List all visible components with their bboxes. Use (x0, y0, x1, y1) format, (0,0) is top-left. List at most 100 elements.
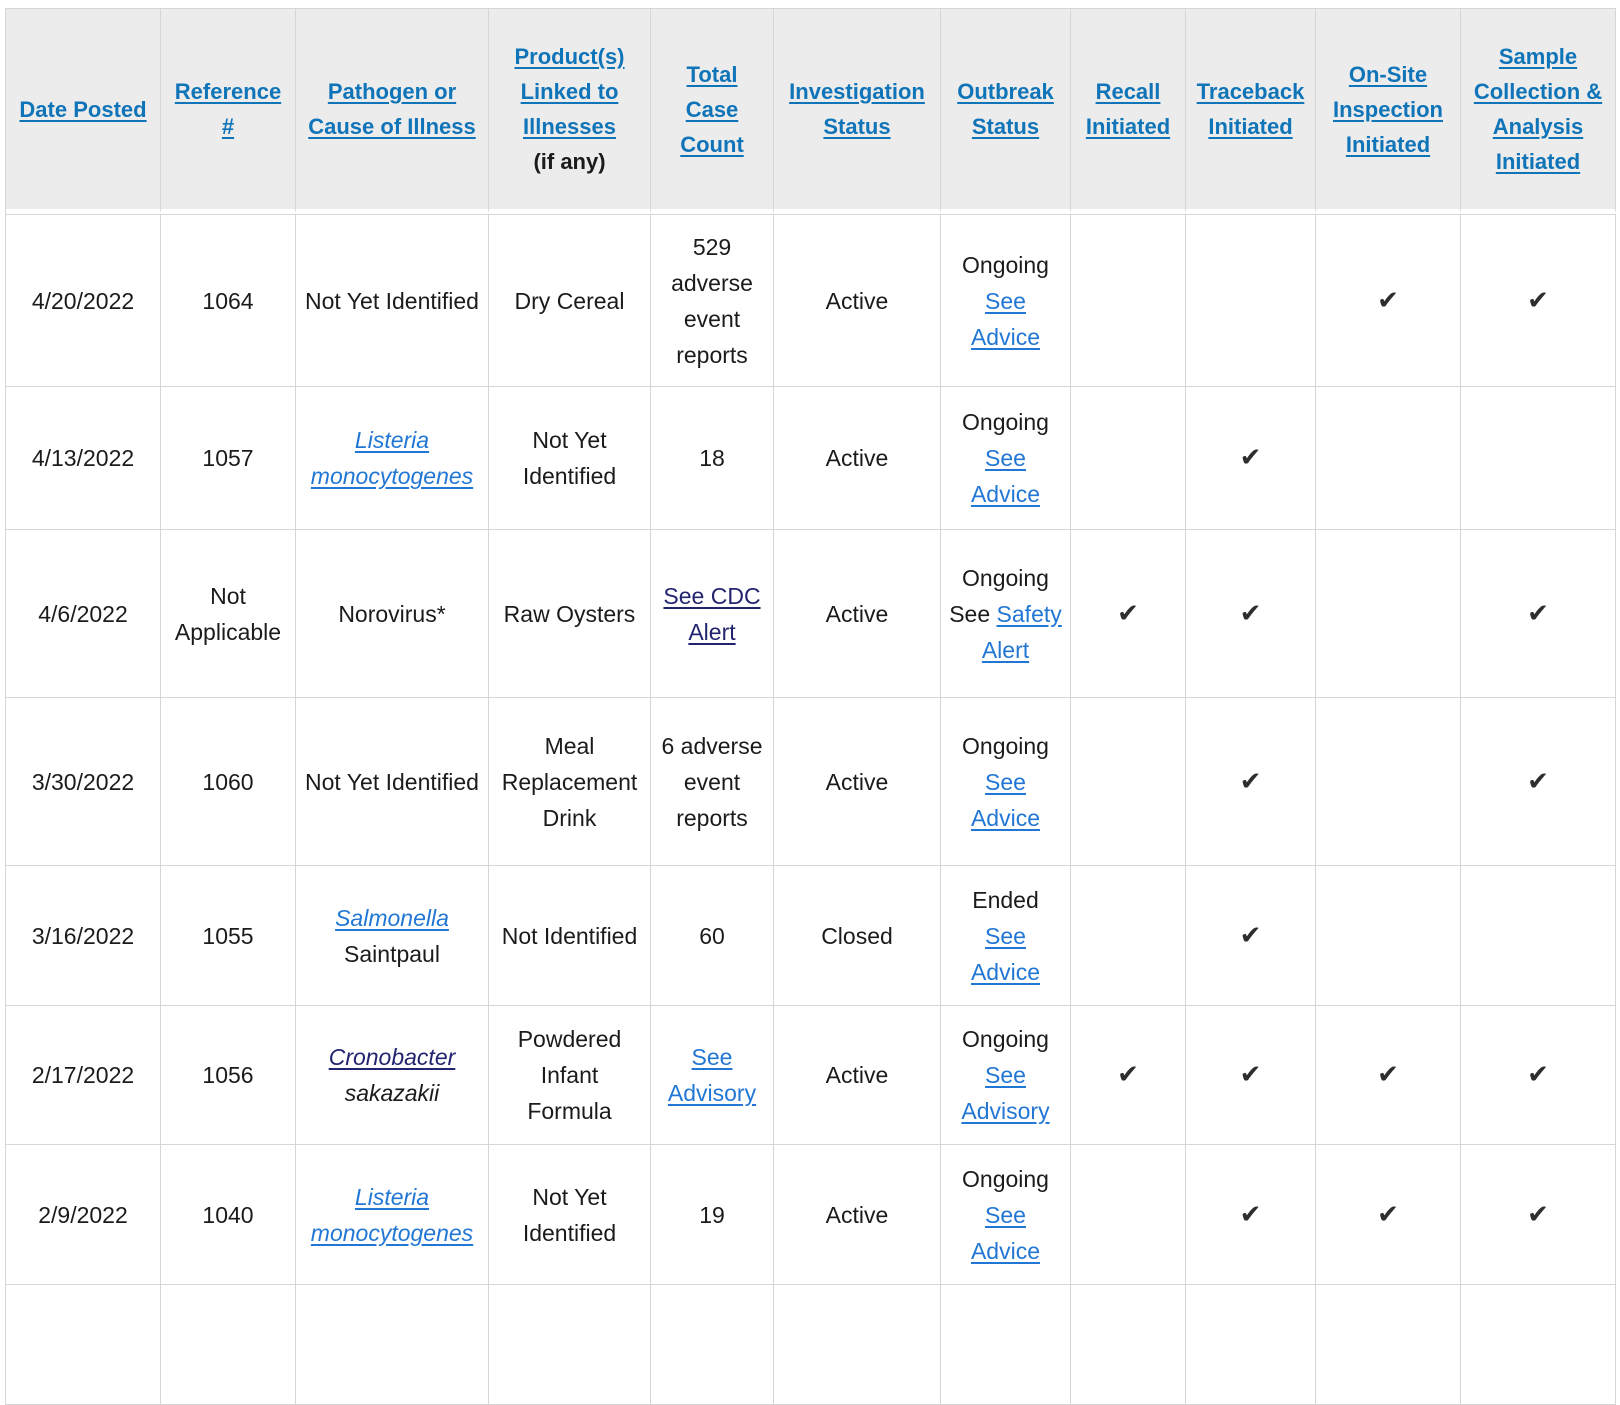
column-sort-link-inspection[interactable]: On-Site Inspection Initiated (1332, 61, 1443, 157)
column-header-suffix: (if any) (533, 149, 606, 174)
cell-link[interactable]: Salmonella (335, 904, 449, 931)
cell-reference: 1060 (161, 698, 296, 866)
cell-inspection (1316, 698, 1461, 866)
column-header-traceback: Traceback Initiated (1186, 9, 1316, 214)
check-icon: ✔ (1527, 598, 1549, 629)
cell-link[interactable]: Listeria monocytogenes (310, 1183, 474, 1246)
column-header-pathogen: Pathogen or Cause of Illness (296, 9, 489, 214)
table-row: 3/30/2022 1060 Not Yet Identified Meal Repl… (6, 698, 1616, 866)
cell-text: Not Yet Identified (522, 1183, 617, 1246)
cell-traceback: ✔ (1186, 530, 1316, 698)
check-icon: ✔ (1239, 598, 1262, 629)
cell-text: 1055 (202, 922, 254, 949)
cell-text: 2/9/2022 (38, 1201, 128, 1228)
cell-text: Ongoing (962, 1165, 1049, 1192)
cell-text: 1060 (202, 768, 254, 795)
column-header-recall: Recall Initiated (1071, 9, 1186, 214)
table-row: 2/9/2022 1040 Listeria monocytogenes Not Ye… (6, 1145, 1616, 1285)
check-icon: ✔ (1377, 1060, 1399, 1090)
cell-pathogen: Norovirus* (296, 530, 489, 698)
cell-date: 2/9/2022 (6, 1145, 161, 1285)
cell-link[interactable]: See CDC Alert (663, 582, 761, 645)
cell-products: Powdered Infant Formula (489, 1006, 651, 1145)
cell-inspection: ✔ (1316, 1145, 1461, 1285)
cell-text: 4/6/2022 (38, 600, 128, 627)
cell-text: Active (825, 768, 889, 795)
cell-link[interactable]: Listeria monocytogenes (310, 427, 474, 489)
cell-text: 3/16/2022 (31, 922, 135, 949)
column-sort-link-cases[interactable]: Total Case Count (680, 61, 744, 157)
column-sort-link-recall[interactable]: Recall Initiated (1085, 79, 1171, 139)
cell-recall: ✔ (1071, 1006, 1186, 1145)
column-sort-link-traceback[interactable]: Traceback Initiated (1196, 79, 1305, 139)
cell-link[interactable]: Cronobacter (328, 1044, 456, 1070)
cell-text: Ongoing (962, 251, 1049, 278)
cell-link[interactable]: See Advice (970, 445, 1041, 507)
cell-text: Active (825, 1062, 889, 1088)
cell-pathogen: Not Yet Identified (296, 214, 489, 387)
table-row: 4/20/2022 1064 Not Yet Identified Dry Cerea… (6, 214, 1616, 387)
cell-date: 4/13/2022 (6, 387, 161, 530)
cell-link[interactable]: See Advice (970, 1201, 1041, 1264)
cell-products: Raw Oysters (489, 530, 651, 698)
cell-traceback: ✔ (1186, 1145, 1316, 1285)
cell-outbreak: Ongoing See Advice (941, 1145, 1071, 1285)
cell-inspection (1316, 387, 1461, 530)
column-sort-link-investigation[interactable]: Investigation Status (789, 79, 925, 139)
cell-text: 18 (699, 445, 725, 471)
column-sort-link-pathogen[interactable]: Pathogen or Cause of Illness (308, 79, 476, 139)
cell-inspection (1316, 1285, 1461, 1405)
cell-date (6, 1285, 161, 1405)
column-sort-link-date[interactable]: Date Posted (19, 96, 147, 122)
check-icon: ✔ (1239, 1060, 1262, 1090)
column-header-outbreak: Outbreak Status (941, 9, 1071, 214)
cell-reference: 1064 (161, 214, 296, 387)
cell-text: Ended (972, 886, 1039, 913)
cell-cases: See Advisory (651, 1006, 774, 1145)
cell-text: 529 adverse event reports (671, 233, 753, 368)
cell-reference: 1057 (161, 387, 296, 530)
cell-traceback (1186, 1285, 1316, 1405)
cell-sampling: ✔ (1461, 214, 1616, 387)
column-sort-link-sampling[interactable]: Sample Collection & Analysis Initiated (1473, 44, 1603, 174)
table-row: 4/13/2022 1057 Listeria monocytogenes Not Y… (6, 387, 1616, 530)
check-icon: ✔ (1117, 1060, 1139, 1090)
cell-text: Raw Oysters (503, 600, 636, 627)
column-sort-link-products[interactable]: Product(s) Linked to Illnesses (514, 44, 625, 139)
cell-outbreak: Ongoing See Advisory (941, 1006, 1071, 1145)
cell-link[interactable]: See Advisory (961, 1062, 1050, 1124)
cell-outbreak: Ongoing See Advice (941, 698, 1071, 866)
cell-text: Closed (821, 922, 893, 949)
cell-traceback (1186, 214, 1316, 387)
check-icon: ✔ (1527, 766, 1549, 797)
cell-inspection (1316, 530, 1461, 698)
cell-traceback: ✔ (1186, 866, 1316, 1006)
cell-text: Not Identified (501, 922, 638, 949)
header-row: Date Posted Reference # Pathogen or Cause … (6, 9, 1616, 214)
cell-text: Not Yet Identified (305, 287, 479, 314)
cell-investigation: Active (774, 387, 941, 530)
cell-text: Dry Cereal (514, 287, 625, 314)
cell-traceback: ✔ (1186, 387, 1316, 530)
cell-link[interactable]: See Advice (970, 922, 1041, 985)
cell-sampling: ✔ (1461, 1006, 1616, 1145)
cell-cases: 6 adverse event reports (651, 698, 774, 866)
cell-link[interactable]: Safety Alert (981, 600, 1062, 663)
cell-text: 2/17/2022 (31, 1062, 135, 1088)
cell-date: 4/20/2022 (6, 214, 161, 387)
cell-cases: See CDC Alert (651, 530, 774, 698)
column-sort-link-outbreak[interactable]: Outbreak Status (957, 79, 1054, 139)
cell-investigation: Active (774, 530, 941, 698)
cell-link[interactable]: See Advice (970, 287, 1041, 350)
cell-recall (1071, 1285, 1186, 1405)
cell-link[interactable]: See Advice (970, 768, 1041, 831)
column-header-inspection: On-Site Inspection Initiated (1316, 9, 1461, 214)
check-icon: ✔ (1527, 1060, 1549, 1090)
cell-sampling: ✔ (1461, 698, 1616, 866)
column-sort-link-reference[interactable]: Reference # (174, 79, 282, 139)
cell-link[interactable]: See Advisory (667, 1044, 757, 1106)
cell-text: Active (825, 1201, 889, 1228)
cell-sampling: ✔ (1461, 530, 1616, 698)
cell-traceback: ✔ (1186, 1006, 1316, 1145)
